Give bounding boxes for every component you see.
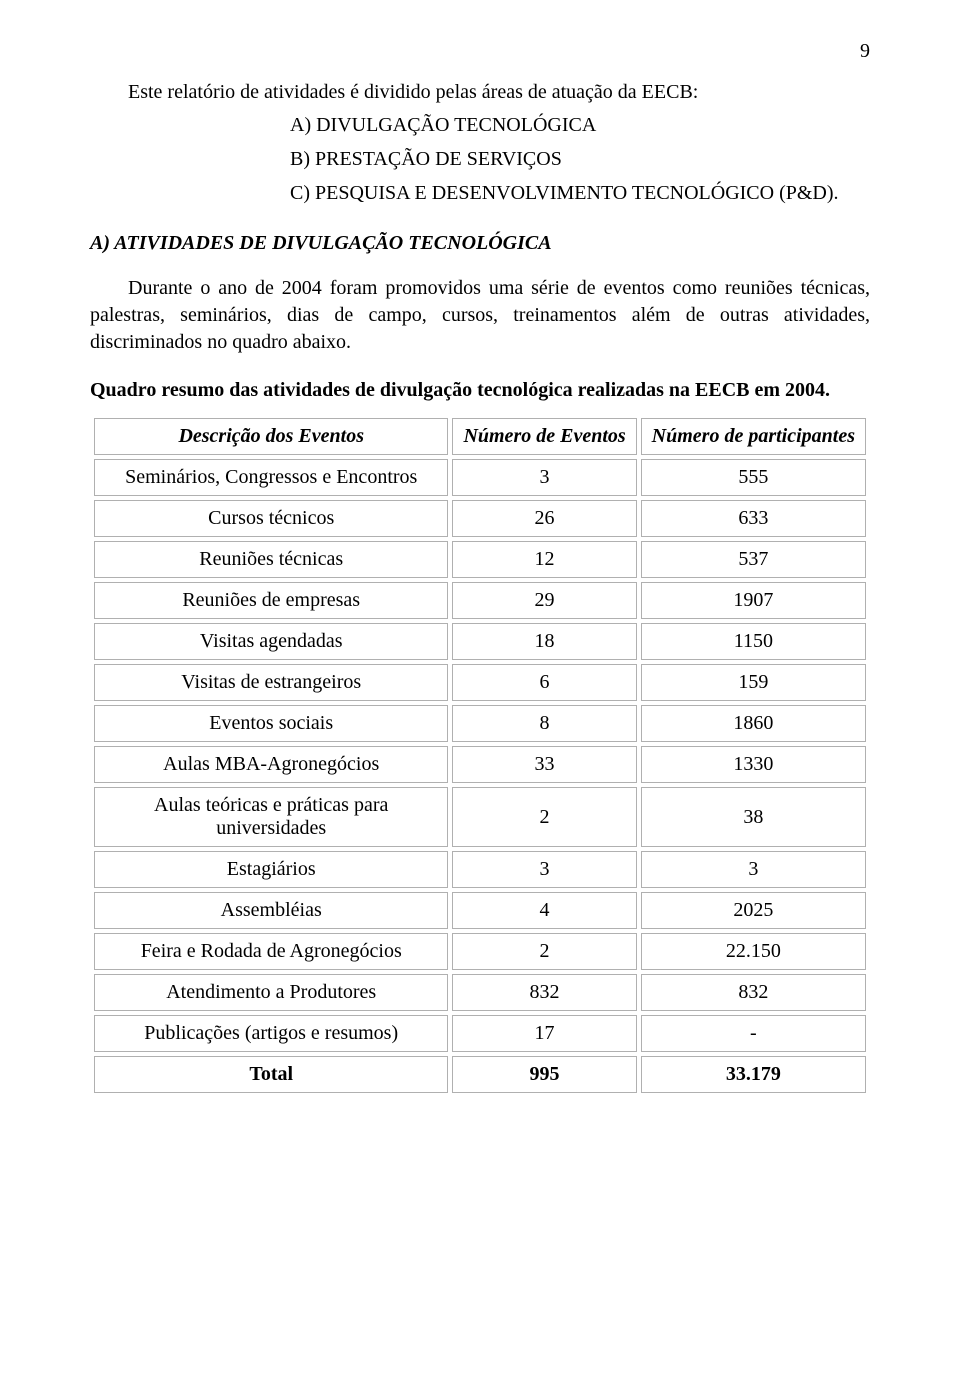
- cell-participants: 832: [641, 974, 866, 1011]
- cell-description: Visitas agendadas: [94, 623, 448, 660]
- table-row: Reuniões de empresas 29 1907: [94, 582, 866, 619]
- cell-events: 2: [452, 933, 636, 970]
- table-total-row: Total 995 33.179: [94, 1056, 866, 1093]
- cell-participants: -: [641, 1015, 866, 1052]
- table-row: Assembléias 4 2025: [94, 892, 866, 929]
- table-row: Eventos sociais 8 1860: [94, 705, 866, 742]
- area-item-a: A) DIVULGAÇÃO TECNOLÓGICA: [90, 110, 870, 140]
- cell-participants: 1907: [641, 582, 866, 619]
- page-number: 9: [860, 40, 870, 63]
- cell-total-events: 995: [452, 1056, 636, 1093]
- cell-participants: 555: [641, 459, 866, 496]
- area-item-b: B) PRESTAÇÃO DE SERVIÇOS: [90, 144, 870, 174]
- table-row: Estagiários 3 3: [94, 851, 866, 888]
- cell-description: Seminários, Congressos e Encontros: [94, 459, 448, 496]
- cell-events: 4: [452, 892, 636, 929]
- cell-participants: 1860: [641, 705, 866, 742]
- cell-description: Publicações (artigos e resumos): [94, 1015, 448, 1052]
- table-row: Publicações (artigos e resumos) 17 -: [94, 1015, 866, 1052]
- table-header-row: Descrição dos Eventos Número de Eventos …: [94, 418, 866, 455]
- section-a-heading: A) ATIVIDADES DE DIVULGAÇÃO TECNOLÓGICA: [90, 232, 870, 255]
- cell-events: 26: [452, 500, 636, 537]
- table-row: Visitas de estrangeiros 6 159: [94, 664, 866, 701]
- cell-description: Aulas teóricas e práticas para universid…: [94, 787, 448, 847]
- table-row: Feira e Rodada de Agronegócios 2 22.150: [94, 933, 866, 970]
- intro-paragraph: Este relatório de atividades é dividido …: [90, 78, 870, 106]
- cell-description: Reuniões técnicas: [94, 541, 448, 578]
- col-header-description: Descrição dos Eventos: [94, 418, 448, 455]
- table-row: Reuniões técnicas 12 537: [94, 541, 866, 578]
- table-row: Cursos técnicos 26 633: [94, 500, 866, 537]
- table-row: Aulas teóricas e práticas para universid…: [94, 787, 866, 847]
- area-item-c: C) PESQUISA E DESENVOLVIMENTO TECNOLÓGIC…: [90, 178, 870, 208]
- cell-events: 8: [452, 705, 636, 742]
- cell-events: 6: [452, 664, 636, 701]
- cell-description: Cursos técnicos: [94, 500, 448, 537]
- table-row: Atendimento a Produtores 832 832: [94, 974, 866, 1011]
- cell-participants: 633: [641, 500, 866, 537]
- cell-description: Atendimento a Produtores: [94, 974, 448, 1011]
- cell-participants: 2025: [641, 892, 866, 929]
- cell-description: Assembléias: [94, 892, 448, 929]
- cell-total-participants: 33.179: [641, 1056, 866, 1093]
- cell-participants: 537: [641, 541, 866, 578]
- cell-events: 12: [452, 541, 636, 578]
- cell-description: Visitas de estrangeiros: [94, 664, 448, 701]
- cell-events: 18: [452, 623, 636, 660]
- cell-description: Eventos sociais: [94, 705, 448, 742]
- table-row: Aulas MBA-Agronegócios 33 1330: [94, 746, 866, 783]
- cell-total-label: Total: [94, 1056, 448, 1093]
- cell-participants: 38: [641, 787, 866, 847]
- cell-participants: 1150: [641, 623, 866, 660]
- table-row: Seminários, Congressos e Encontros 3 555: [94, 459, 866, 496]
- section-a-body: Durante o ano de 2004 foram promovidos u…: [90, 275, 870, 356]
- cell-events: 33: [452, 746, 636, 783]
- cell-events: 29: [452, 582, 636, 619]
- cell-description: Feira e Rodada de Agronegócios: [94, 933, 448, 970]
- cell-participants: 3: [641, 851, 866, 888]
- col-header-events-count: Número de Eventos: [452, 418, 636, 455]
- col-header-participants: Número de participantes: [641, 418, 866, 455]
- cell-events: 3: [452, 851, 636, 888]
- cell-events: 3: [452, 459, 636, 496]
- cell-participants: 1330: [641, 746, 866, 783]
- table-title: Quadro resumo das atividades de divulgaç…: [90, 376, 870, 404]
- cell-events: 832: [452, 974, 636, 1011]
- cell-participants: 22.150: [641, 933, 866, 970]
- events-table: Descrição dos Eventos Número de Eventos …: [90, 414, 870, 1097]
- table-row: Visitas agendadas 18 1150: [94, 623, 866, 660]
- cell-description: Reuniões de empresas: [94, 582, 448, 619]
- cell-events: 2: [452, 787, 636, 847]
- cell-events: 17: [452, 1015, 636, 1052]
- cell-participants: 159: [641, 664, 866, 701]
- cell-description: Aulas MBA-Agronegócios: [94, 746, 448, 783]
- document-page: 9 Este relatório de atividades é dividid…: [0, 0, 960, 1387]
- cell-description: Estagiários: [94, 851, 448, 888]
